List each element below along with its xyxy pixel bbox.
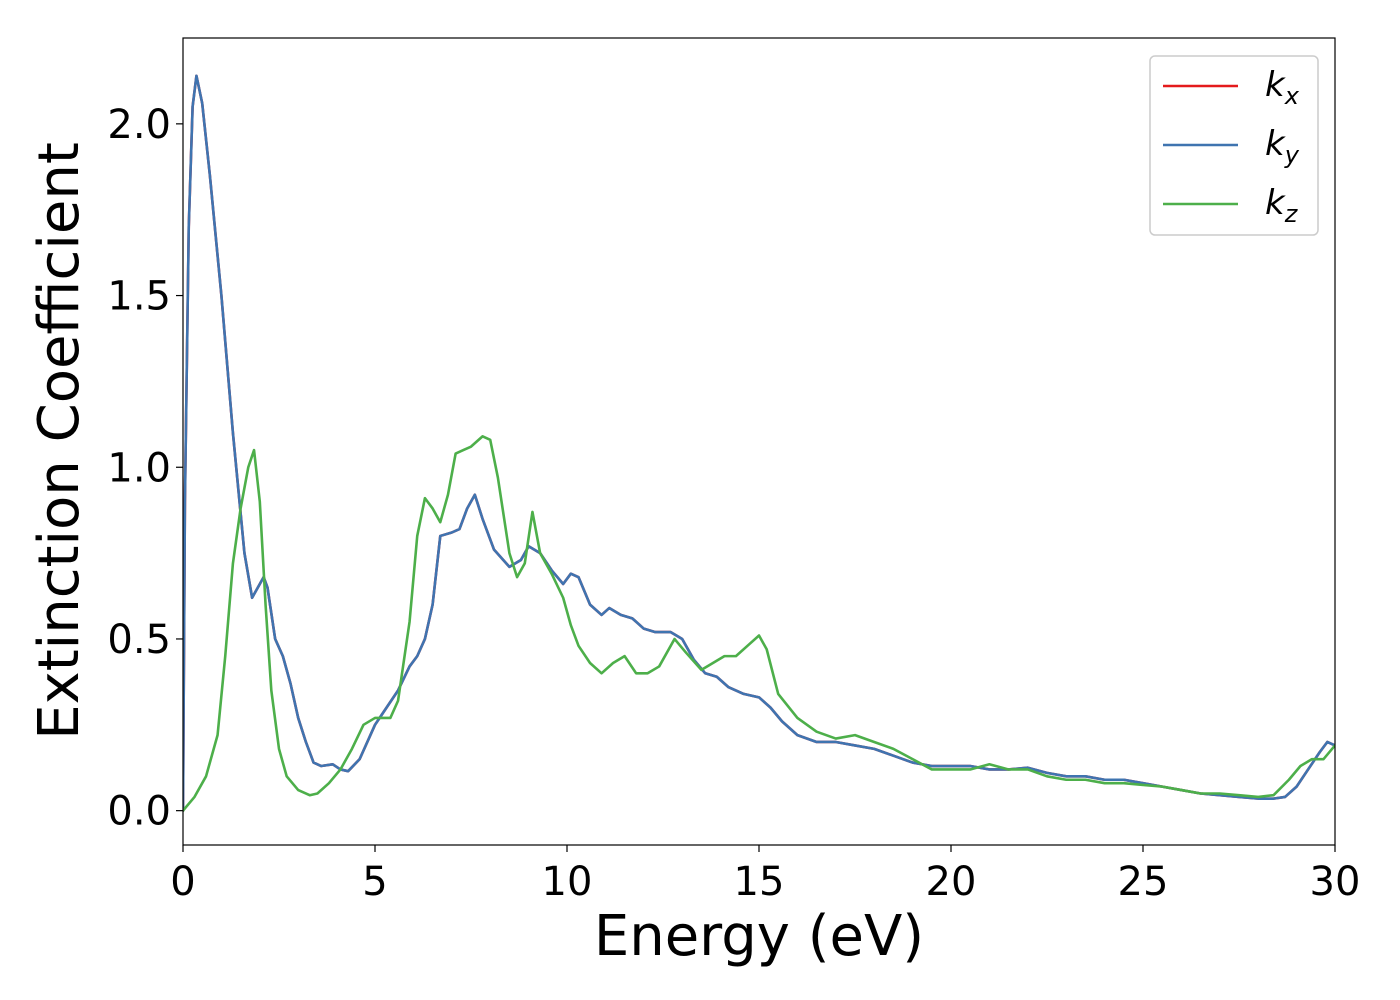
x-axis-title: Energy (eV)	[594, 904, 924, 969]
y-tick-label: 2.0	[107, 102, 171, 148]
legend-label-kx: kx	[1265, 65, 1300, 110]
y-tick-label: 1.0	[107, 445, 171, 491]
x-tick-label: 15	[734, 859, 785, 905]
x-tick-label: 25	[1118, 859, 1169, 905]
x-tick-label: 10	[542, 859, 593, 905]
plot-area	[183, 74, 1335, 812]
legend-label-kz: kz	[1265, 183, 1299, 228]
series-group	[183, 74, 1335, 812]
y-axis-title: Extinction Coefficient	[27, 142, 92, 740]
series-line-kz	[183, 435, 1335, 812]
y-axis: 0.0 0.5 1.0 1.5 2.0	[107, 102, 183, 835]
y-tick-label: 0.0	[107, 789, 171, 835]
y-tick-label: 0.5	[107, 617, 171, 663]
x-tick-label: 30	[1310, 859, 1361, 905]
x-tick-label: 20	[926, 859, 977, 905]
series-line-ky	[183, 74, 1335, 812]
x-tick-label: 0	[170, 859, 195, 905]
legend: kx ky kz	[1149, 55, 1319, 236]
x-tick-label: 5	[362, 859, 387, 905]
x-axis: 0 5 10 15 20 25 30	[170, 845, 1360, 905]
legend-label-ky: ky	[1265, 124, 1300, 169]
y-tick-label: 1.5	[107, 274, 171, 320]
plot-frame	[182, 37, 1336, 846]
